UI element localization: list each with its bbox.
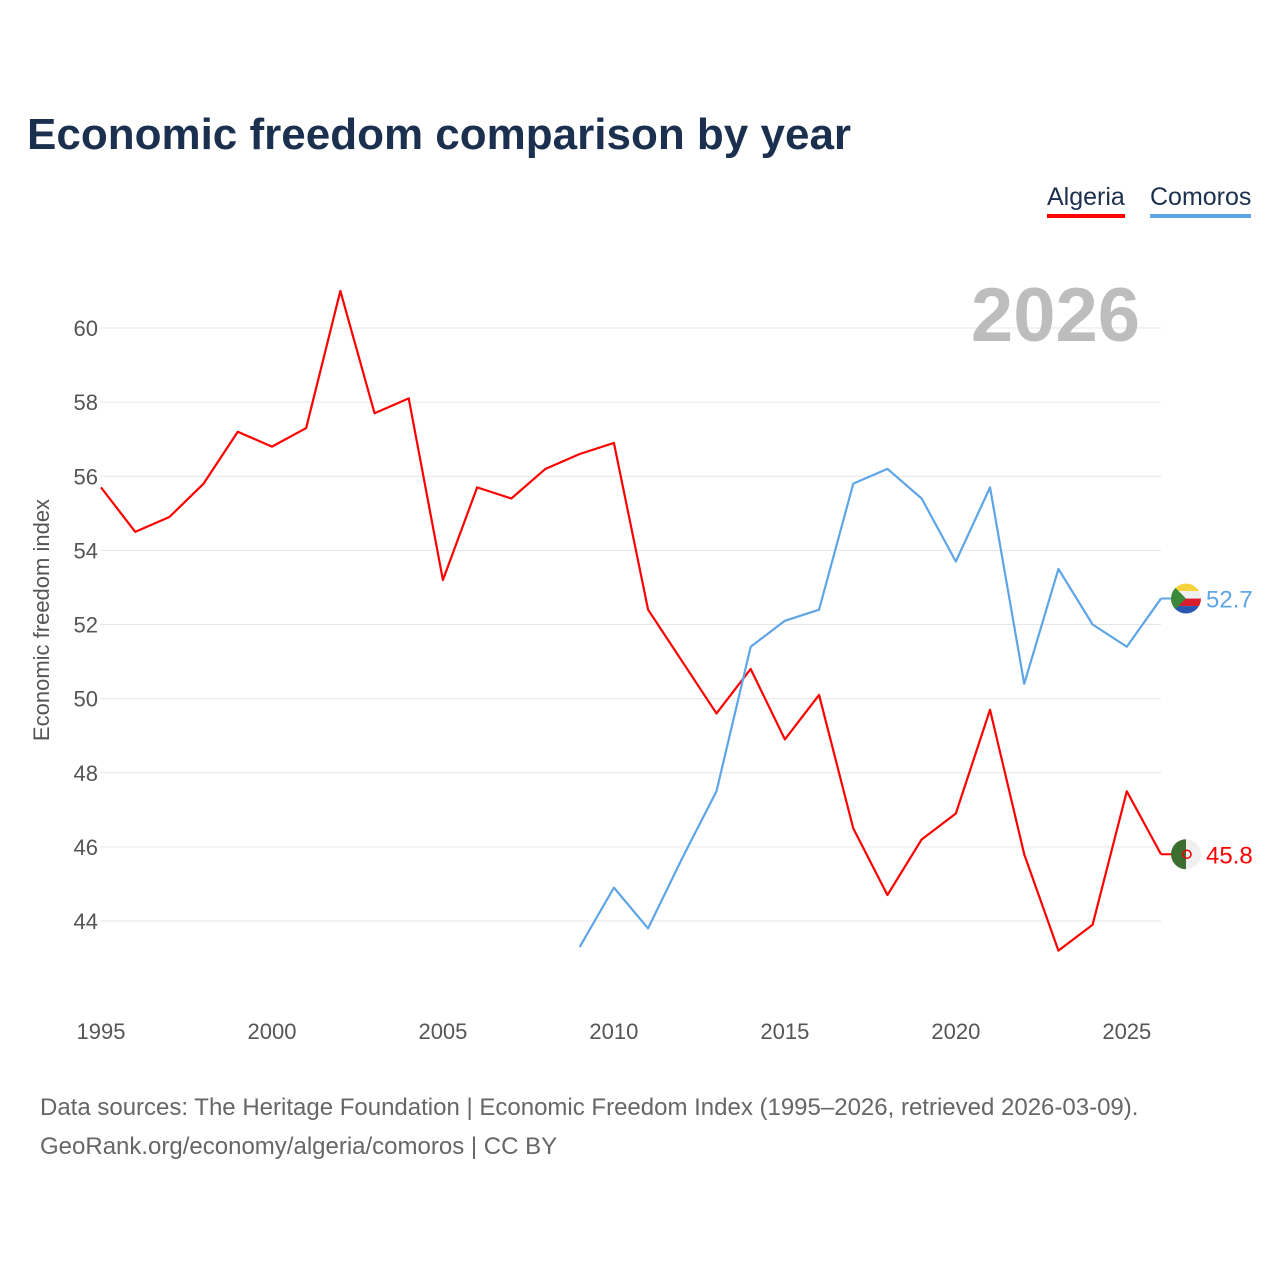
comoros-flag-icon	[1171, 583, 1201, 592]
legend-algeria[interactable]: Algeria	[1047, 183, 1125, 218]
source-line-2: GeoRank.org/economy/algeria/comoros | CC…	[40, 1133, 558, 1160]
end-value-label-algeria: 45.8	[1206, 842, 1253, 869]
y-tick-label: 58	[74, 390, 98, 415]
comoros-flag-icon	[1171, 583, 1186, 614]
y-tick-label: 44	[74, 909, 98, 934]
source-note: Data sources: The Heritage Foundation | …	[40, 1088, 1138, 1166]
comoros-flag-icon	[1171, 598, 1201, 607]
chart-title: Economic freedom comparison by year	[27, 110, 852, 159]
y-tick-label: 56	[74, 464, 98, 489]
y-axis-label: Economic freedom index	[29, 498, 54, 742]
y-tick-label: 46	[74, 835, 98, 860]
y-tick-label: 50	[74, 687, 98, 712]
y-tick-label: 54	[74, 538, 98, 563]
y-tick-label: 52	[74, 613, 98, 638]
legend-comoros[interactable]: Comoros	[1150, 183, 1252, 218]
series-line-comoros	[578, 467, 1162, 948]
comoros-flag-icon	[1171, 591, 1201, 599]
algeria-flag-icon	[1186, 839, 1202, 870]
algeria-flag-icon	[1182, 849, 1192, 860]
x-tick-label: 2010	[589, 1019, 638, 1044]
current-year-label: 2026	[970, 273, 1140, 358]
series-line-algeria	[100, 289, 1162, 952]
y-tick-label: 48	[74, 761, 98, 786]
x-tick-label: 1995	[77, 1019, 126, 1044]
x-tick-label: 2025	[1102, 1019, 1151, 1044]
algeria-flag-icon	[1171, 839, 1186, 870]
end-value-label-comoros: 52.7	[1206, 587, 1253, 614]
source-line-1: Data sources: The Heritage Foundation | …	[40, 1094, 1139, 1121]
y-tick-label: 60	[74, 316, 98, 341]
x-tick-label: 2000	[247, 1019, 296, 1044]
x-tick-label: 2020	[931, 1019, 980, 1044]
x-tick-label: 2005	[418, 1019, 467, 1044]
x-tick-label: 2015	[760, 1019, 809, 1044]
comoros-flag-icon	[1171, 606, 1201, 614]
